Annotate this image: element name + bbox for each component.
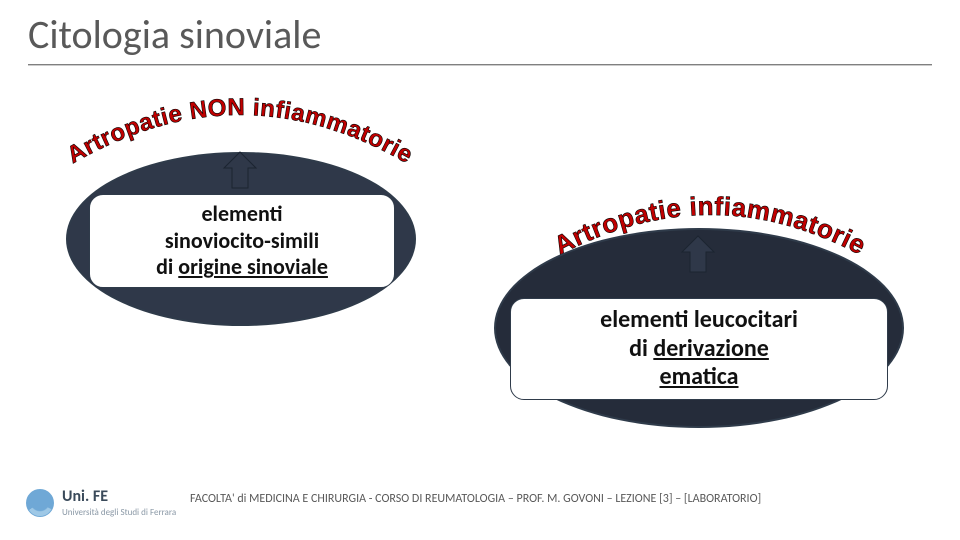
textbox-left: elementi sinoviocito-simili di origine s… bbox=[89, 194, 395, 288]
textbox-right-line2-underline: derivazione bbox=[653, 334, 769, 363]
textbox-left-line2: sinoviocito-simili bbox=[90, 228, 394, 254]
up-arrow-icon bbox=[222, 150, 258, 190]
textbox-left-line3-pre: di bbox=[156, 253, 178, 280]
logo-line1: Uni. FE bbox=[62, 489, 176, 505]
textbox-left-line3-underline: origine sinoviale bbox=[178, 253, 328, 280]
up-arrow-icon bbox=[680, 234, 716, 274]
textbox-right-line3: ematica bbox=[511, 363, 887, 392]
page-title: Citologia sinoviale bbox=[28, 10, 321, 59]
textbox-right-line2: di derivazione bbox=[511, 335, 887, 364]
textbox-left-line3: di origine sinoviale bbox=[90, 254, 394, 280]
slide: Citologia sinoviale Artropatie NON infia… bbox=[0, 0, 960, 540]
textbox-left-inner: elementi sinoviocito-simili di origine s… bbox=[90, 201, 394, 280]
textbox-left-line1: elementi bbox=[90, 201, 394, 227]
textbox-right-inner: elementi leucocitari di derivazione emat… bbox=[511, 306, 887, 392]
textbox-right-line1: elementi leucocitari bbox=[511, 306, 887, 335]
logo-icon bbox=[26, 489, 54, 517]
textbox-right-line3-underline: ematica bbox=[659, 362, 738, 391]
logo: Uni. FE Università degli Studi di Ferrar… bbox=[26, 489, 176, 518]
footer-text: FACOLTA' di MEDICINA E CHIRURGIA - CORSO… bbox=[190, 492, 761, 506]
title-rule bbox=[28, 64, 932, 66]
logo-text: Uni. FE Università degli Studi di Ferrar… bbox=[62, 489, 176, 518]
textbox-right: elementi leucocitari di derivazione emat… bbox=[510, 298, 888, 400]
textbox-right-line2-pre: di bbox=[629, 334, 653, 363]
logo-line2: Università degli Studi di Ferrara bbox=[62, 507, 176, 518]
